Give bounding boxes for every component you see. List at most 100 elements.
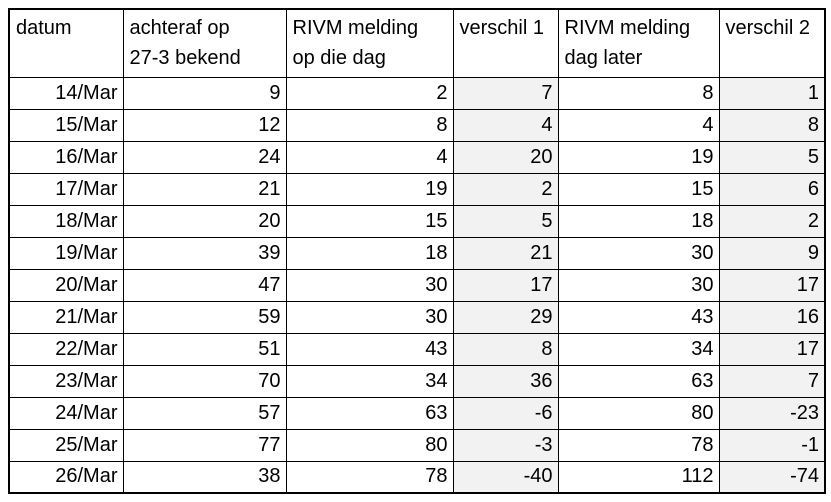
- header-line1: verschil 1: [459, 17, 544, 39]
- cell-rivm-dag-later: 30: [557, 268, 720, 302]
- cell-achteraf: 38: [122, 460, 287, 494]
- cell-rivm-die-dag: 8: [285, 108, 454, 142]
- cell-datum: 24/Mar: [8, 396, 124, 430]
- header-line1: datum: [16, 17, 72, 39]
- cell-datum: 14/Mar: [8, 76, 124, 110]
- cell-rivm-dag-later: 112: [557, 460, 720, 494]
- header-line1: RIVM melding: [292, 17, 419, 39]
- cell-verschil-1: 7: [452, 76, 559, 110]
- table-row: 22/Mar 51 43 8 34 17: [8, 332, 826, 366]
- cell-datum: 18/Mar: [8, 204, 124, 238]
- cell-achteraf: 70: [122, 364, 287, 398]
- cell-verschil-1: -40: [452, 460, 559, 494]
- column-header-rivm-dag-later: RIVM melding dag later: [557, 8, 720, 78]
- cell-rivm-die-dag: 43: [285, 332, 454, 366]
- cell-achteraf: 57: [122, 396, 287, 430]
- cell-rivm-die-dag: 30: [285, 268, 454, 302]
- cell-verschil-2: 5: [718, 140, 826, 174]
- header-line1: achteraf op: [129, 17, 230, 39]
- cell-rivm-die-dag: 78: [285, 460, 454, 494]
- cell-rivm-die-dag: 18: [285, 236, 454, 270]
- cell-verschil-1: -6: [452, 396, 559, 430]
- cell-verschil-1: 2: [452, 172, 559, 206]
- column-header-datum: datum: [8, 8, 124, 78]
- cell-rivm-dag-later: 63: [557, 364, 720, 398]
- cell-rivm-dag-later: 30: [557, 236, 720, 270]
- cell-datum: 17/Mar: [8, 172, 124, 206]
- cell-achteraf: 24: [122, 140, 287, 174]
- column-header-rivm-die-dag: RIVM melding op die dag: [285, 8, 454, 78]
- column-header-achteraf: achteraf op 27-3 bekend: [122, 8, 287, 78]
- table-row: 21/Mar 59 30 29 43 16: [8, 300, 826, 334]
- cell-achteraf: 39: [122, 236, 287, 270]
- cell-rivm-die-dag: 4: [285, 140, 454, 174]
- table-row: 23/Mar 70 34 36 63 7: [8, 364, 826, 398]
- cell-verschil-2: 9: [718, 236, 826, 270]
- cell-verschil-2: 6: [718, 172, 826, 206]
- cell-achteraf: 20: [122, 204, 287, 238]
- cell-achteraf: 9: [122, 76, 287, 110]
- header-line1: RIVM melding: [564, 17, 691, 39]
- cell-datum: 20/Mar: [8, 268, 124, 302]
- cell-rivm-dag-later: 43: [557, 300, 720, 334]
- table-row: 15/Mar 12 8 4 4 8: [8, 108, 826, 142]
- cell-verschil-2: 8: [718, 108, 826, 142]
- header-line1: verschil 2: [725, 17, 810, 39]
- table-row: 16/Mar 24 4 20 19 5: [8, 140, 826, 174]
- cell-rivm-dag-later: 4: [557, 108, 720, 142]
- cell-rivm-dag-later: 15: [557, 172, 720, 206]
- cell-datum: 21/Mar: [8, 300, 124, 334]
- table-row: 24/Mar 57 63 -6 80 -23: [8, 396, 826, 430]
- cell-datum: 19/Mar: [8, 236, 124, 270]
- cell-verschil-1: 20: [452, 140, 559, 174]
- table-row: 18/Mar 20 15 5 18 2: [8, 204, 826, 238]
- cell-rivm-dag-later: 34: [557, 332, 720, 366]
- cell-verschil-1: 4: [452, 108, 559, 142]
- column-header-verschil-2: verschil 2: [718, 8, 826, 78]
- table-row: 20/Mar 47 30 17 30 17: [8, 268, 826, 302]
- cell-datum: 25/Mar: [8, 428, 124, 462]
- cell-verschil-2: 7: [718, 364, 826, 398]
- cell-verschil-1: 36: [452, 364, 559, 398]
- rivm-comparison-table: datum achteraf op 27-3 bekend RIVM meldi…: [8, 8, 826, 494]
- cell-achteraf: 77: [122, 428, 287, 462]
- header-row: datum achteraf op 27-3 bekend RIVM meldi…: [8, 8, 826, 78]
- cell-datum: 22/Mar: [8, 332, 124, 366]
- header-line2: op die dag: [292, 47, 386, 69]
- cell-verschil-1: -3: [452, 428, 559, 462]
- cell-rivm-die-dag: 19: [285, 172, 454, 206]
- cell-achteraf: 59: [122, 300, 287, 334]
- cell-verschil-1: 29: [452, 300, 559, 334]
- cell-verschil-2: 17: [718, 268, 826, 302]
- column-header-verschil-1: verschil 1: [452, 8, 559, 78]
- cell-achteraf: 12: [122, 108, 287, 142]
- cell-rivm-dag-later: 18: [557, 204, 720, 238]
- cell-datum: 16/Mar: [8, 140, 124, 174]
- cell-rivm-die-dag: 80: [285, 428, 454, 462]
- cell-rivm-dag-later: 78: [557, 428, 720, 462]
- cell-verschil-2: 16: [718, 300, 826, 334]
- cell-verschil-2: 2: [718, 204, 826, 238]
- cell-verschil-2: -23: [718, 396, 826, 430]
- cell-achteraf: 21: [122, 172, 287, 206]
- table-row: 19/Mar 39 18 21 30 9: [8, 236, 826, 270]
- header-line2: dag later: [564, 47, 643, 69]
- table-row: 14/Mar 9 2 7 8 1: [8, 76, 826, 110]
- header-line2: 27-3 bekend: [129, 47, 241, 69]
- cell-verschil-1: 5: [452, 204, 559, 238]
- cell-verschil-1: 17: [452, 268, 559, 302]
- cell-achteraf: 47: [122, 268, 287, 302]
- cell-achteraf: 51: [122, 332, 287, 366]
- table-row: 26/Mar 38 78 -40 112 -74: [8, 460, 826, 494]
- cell-datum: 26/Mar: [8, 460, 124, 494]
- table-row: 25/Mar 77 80 -3 78 -1: [8, 428, 826, 462]
- cell-rivm-die-dag: 15: [285, 204, 454, 238]
- cell-verschil-2: -1: [718, 428, 826, 462]
- cell-rivm-dag-later: 19: [557, 140, 720, 174]
- cell-rivm-die-dag: 30: [285, 300, 454, 334]
- cell-verschil-2: -74: [718, 460, 826, 494]
- table-row: 17/Mar 21 19 2 15 6: [8, 172, 826, 206]
- cell-verschil-2: 17: [718, 332, 826, 366]
- cell-datum: 23/Mar: [8, 364, 124, 398]
